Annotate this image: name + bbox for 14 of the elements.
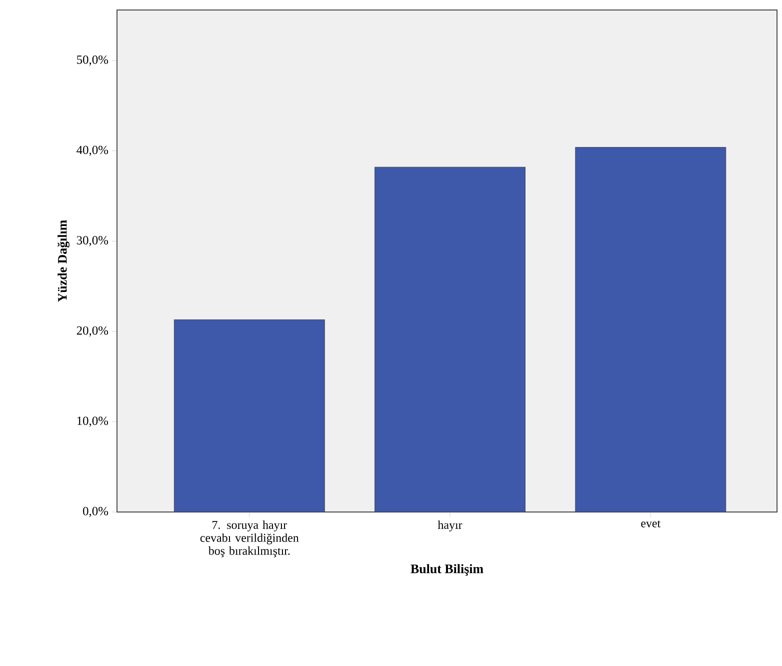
y-tick-label: 40,0%: [76, 146, 108, 156]
bar: [374, 166, 526, 512]
bar: [174, 320, 325, 512]
y-tick-label: 30,0%: [76, 236, 108, 246]
x-tick-label: hayır: [438, 520, 462, 532]
y-axis-title: Yüzde Dağılım: [57, 220, 70, 302]
x-tick-label: 7. soruya hayır cevabı verildiğinden boş bırakılmıştır.: [200, 520, 299, 558]
y-tick-label: 0,0%: [83, 506, 108, 518]
y-tick-label: 50,0%: [77, 55, 108, 66]
y-tick-label: 10,0%: [77, 416, 108, 427]
bar: [575, 147, 726, 512]
x-axis-title: Bulut Bilişim: [410, 564, 484, 576]
x-tick-label: evet: [641, 520, 661, 528]
y-tick-label: 20,0%: [76, 326, 108, 337]
